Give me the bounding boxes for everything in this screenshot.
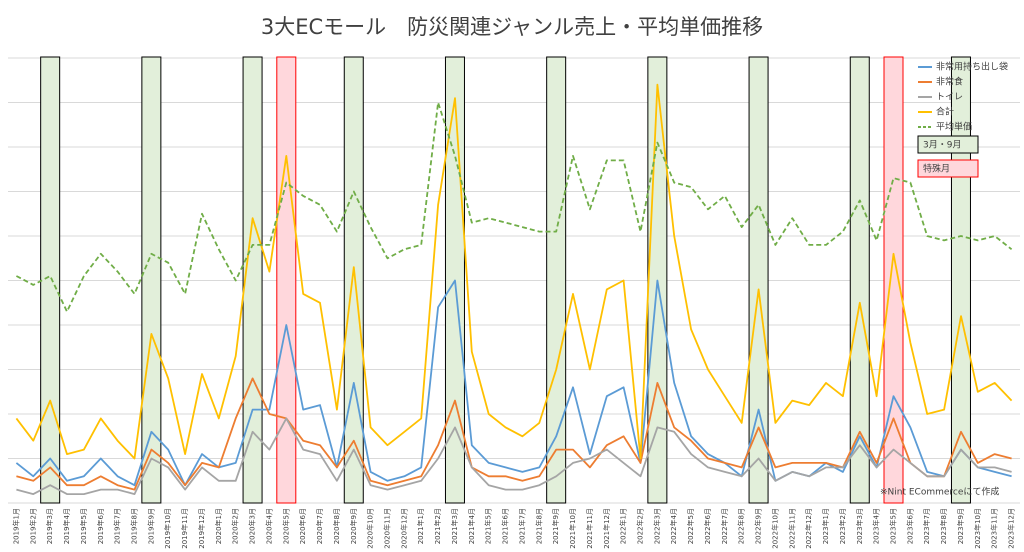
series-line <box>16 417 1012 495</box>
x-tick-label: 2020年9月 <box>349 508 358 544</box>
x-tick-label: 2020年4月 <box>264 508 273 544</box>
x-tick-label: 2022年9月 <box>754 508 763 544</box>
x-tick-label: 2022年8月 <box>737 508 746 544</box>
legend-box <box>917 159 979 178</box>
x-tick-label: 2023年10月 <box>973 508 982 549</box>
legend-label: 合計 <box>936 106 954 118</box>
x-tick-label: 2020年6月 <box>298 508 307 544</box>
x-tick-label: 2020年11月 <box>383 508 392 549</box>
series-line <box>15 101 1013 313</box>
x-tick-label: 2021年2月 <box>433 508 442 544</box>
legend-label: 非常食 <box>936 76 963 88</box>
x-tick-label: 2021年3月 <box>450 508 459 544</box>
source-note: ※Nint ECommerceにて作成 <box>880 486 999 498</box>
x-tick-label: 2022年3月 <box>652 508 661 544</box>
x-tick-label: 2023年3月 <box>855 508 864 544</box>
x-tick-label: 2020年1月 <box>214 508 223 544</box>
series-line <box>15 279 1012 487</box>
x-tick-label: 2021年4月 <box>467 508 476 544</box>
legend-box-label: 特殊月 <box>923 163 950 175</box>
legend-label: 平均単価 <box>936 121 972 133</box>
x-tick-label: 2019年5月 <box>79 508 88 544</box>
x-tick-label: 2023年6月 <box>905 508 914 544</box>
x-tick-label: 2019年3月 <box>45 508 54 544</box>
x-tick-label: 2023年11月 <box>990 508 999 549</box>
x-tick-label: 2023年12月 <box>1007 508 1016 549</box>
x-tick-label: 2022年7月 <box>720 508 729 544</box>
highlight-box <box>276 56 297 504</box>
chart-title: 3大ECモール 防災関連ジャンル売上・平均単価推移 <box>261 15 763 39</box>
x-tick-label: 2023年4月 <box>872 508 881 544</box>
x-tick-label: 2021年6月 <box>501 508 510 544</box>
highlight-box <box>40 56 61 504</box>
x-tick-label: 2022年2月 <box>636 508 645 544</box>
x-tick-label: 2022年12月 <box>804 508 813 549</box>
x-tick-label: 2023年1月 <box>821 508 830 544</box>
x-tick-label: 2019年7月 <box>113 508 122 544</box>
x-tick-label: 2021年9月 <box>551 508 560 544</box>
x-tick-label: 2019年12月 <box>197 508 206 549</box>
x-tick-label: 2021年8月 <box>534 508 543 544</box>
x-tick-label: 2019年4月 <box>62 508 71 544</box>
x-tick-label: 2022年1月 <box>619 508 628 544</box>
x-tick-label: 2022年5月 <box>686 508 695 544</box>
highlight-box <box>849 56 870 504</box>
x-tick-label: 2019年1月 <box>11 508 20 544</box>
x-tick-label: 2019年10月 <box>163 508 172 549</box>
x-tick-label: 2020年7月 <box>315 508 324 544</box>
x-tick-label: 2019年11月 <box>180 508 189 549</box>
x-tick-label: 2022年6月 <box>703 508 712 544</box>
x-tick-label: 2021年7月 <box>517 508 526 544</box>
x-tick-label: 2020年2月 <box>231 508 240 544</box>
x-tick-label: 2021年12月 <box>602 508 611 549</box>
x-tick-label: 2022年10月 <box>770 508 779 549</box>
x-tick-label: 2023年7月 <box>922 508 931 544</box>
legend-box <box>917 135 979 154</box>
x-tick-label: 2021年10月 <box>568 508 577 549</box>
x-tick-label: 2021年11月 <box>585 508 594 549</box>
x-tick-label: 2019年9月 <box>146 508 155 544</box>
x-tick-label: 2022年11月 <box>787 508 796 549</box>
x-tick-label: 2020年12月 <box>399 508 408 549</box>
legend-box-label: 3月・9月 <box>923 140 961 151</box>
legend-label: トイレ <box>936 93 963 103</box>
highlight-box <box>748 56 769 504</box>
x-tick-label: 2019年2月 <box>28 508 37 544</box>
x-tick-label: 2022年4月 <box>669 508 678 544</box>
x-tick-label: 2021年1月 <box>416 508 425 544</box>
x-tick-label: 2020年5月 <box>281 508 290 544</box>
highlight-box <box>343 56 364 504</box>
series-line <box>16 377 1012 491</box>
x-tick-label: 2020年10月 <box>366 508 375 549</box>
x-tick-label: 2019年6月 <box>96 508 105 544</box>
highlight-box <box>546 56 567 504</box>
highlight-box <box>883 56 904 504</box>
x-tick-label: 2021年5月 <box>484 508 493 544</box>
legend-label: 非常用持ち出し袋 <box>936 61 1008 73</box>
highlight-box <box>141 56 162 504</box>
x-tick-label: 2023年2月 <box>838 508 847 544</box>
series-line <box>15 83 1013 460</box>
x-tick-label: 2023年5月 <box>889 508 898 544</box>
x-tick-label: 2019年8月 <box>130 508 139 544</box>
x-tick-label: 2023年9月 <box>956 508 965 544</box>
x-tick-label: 2023年8月 <box>939 508 948 544</box>
x-tick-label: 2020年8月 <box>332 508 341 544</box>
x-tick-label: 2020年3月 <box>248 508 257 544</box>
